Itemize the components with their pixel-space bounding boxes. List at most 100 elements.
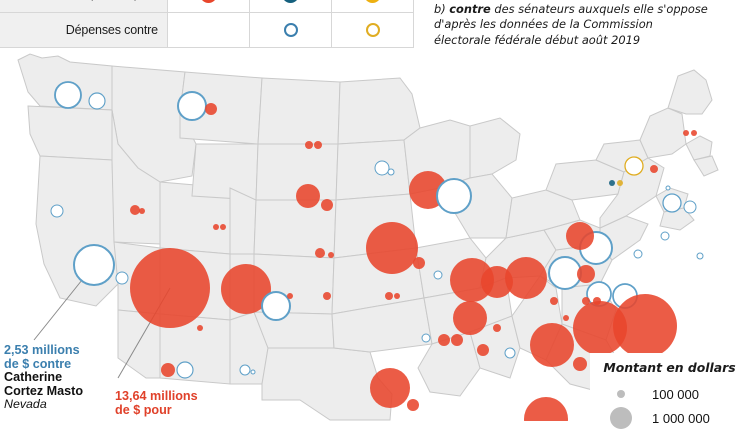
bubble-spending-for xyxy=(477,344,489,356)
bubble-spending-for xyxy=(566,222,594,250)
bubble-spending-for xyxy=(139,208,145,214)
bubble-spending-for xyxy=(394,293,400,299)
usa-bubble-map xyxy=(17,53,719,421)
legend-dot-red-filled xyxy=(200,0,217,3)
bubble-spending-against xyxy=(433,270,443,280)
legend-ring-blue xyxy=(249,11,332,48)
bubble-spending-against xyxy=(696,252,704,260)
bubble-spending-for xyxy=(577,265,595,283)
bubble-spending-for xyxy=(683,130,689,136)
annotation-left-name-line1: Catherine xyxy=(4,370,63,384)
bubble-spending-against xyxy=(633,249,643,259)
bubble-spending-for xyxy=(563,315,569,321)
note-line-d: électorale fédérale début août 2019 xyxy=(434,32,641,47)
bubble-spending-for xyxy=(573,301,627,355)
legend-dot-blue-filled xyxy=(249,0,332,13)
bubble-spending-against xyxy=(88,92,106,110)
annotation-left-state: Nevada xyxy=(4,397,47,411)
amount-legend-bubble xyxy=(590,390,652,398)
bubble-spending-against xyxy=(374,160,390,176)
bubble-spending-for xyxy=(450,258,494,302)
methodology-note: a) pour des sénateurs qu'elle soutient b… xyxy=(434,0,749,49)
note-line-b-suffix: des sénateurs auxquels elle s'oppose xyxy=(490,1,708,16)
bubble-spending-for xyxy=(366,222,418,274)
bubble-spending-for xyxy=(493,324,501,332)
bubble-spending-for xyxy=(691,130,697,136)
legend-ring-gold xyxy=(365,22,380,37)
amount-legend-value: 1 000 000 xyxy=(652,410,710,426)
bubble-spending-against xyxy=(177,91,207,121)
bubble-spending-for xyxy=(130,248,210,328)
bubble-spending-for xyxy=(314,141,322,149)
annotation-left-name-line2: Cortez Masto xyxy=(4,383,84,398)
bubble-spending-for xyxy=(323,292,331,300)
bubble-spending-for xyxy=(205,103,217,115)
annotation-nevada-for: 13,64 millions de $ pour xyxy=(115,389,230,417)
bubble-spending-for xyxy=(305,141,313,149)
bubble-spending-against xyxy=(50,204,64,218)
bubble-spending-against xyxy=(73,244,115,286)
bubble-spending-against xyxy=(261,291,291,321)
legend-row-label: Dépenses pour xyxy=(0,0,168,13)
bubble-spending-against xyxy=(421,333,431,343)
note-line-b-prefix: b) xyxy=(434,1,450,16)
bubble-spending-against xyxy=(239,364,251,376)
amount-legend-value: 100 000 xyxy=(652,386,699,402)
bubble-spending-against xyxy=(54,81,82,109)
bubble-spending-for xyxy=(385,292,393,300)
bubble-spending-against xyxy=(665,185,671,191)
bubble-spending-for xyxy=(617,180,623,186)
amount-size-legend: Montant en dollars 100 000 1 000 000 xyxy=(590,353,749,429)
bubble-spending-for xyxy=(321,199,333,211)
note-line-c: d'après les données de la Commission xyxy=(434,17,653,32)
bubble-spending-against xyxy=(624,156,644,176)
bubble-spending-for xyxy=(328,252,334,258)
bubble-spending-for xyxy=(221,264,271,314)
bubble-spending-for xyxy=(524,397,568,421)
bubble-spending-for xyxy=(413,257,425,269)
bubble-spending-against xyxy=(660,231,670,241)
legend-row-label: Dépenses contre xyxy=(0,11,168,48)
bubble-spending-for xyxy=(130,205,140,215)
bubble-spending-against xyxy=(115,271,129,285)
bubble-spending-for xyxy=(505,257,547,299)
legend-dot-gold-filled xyxy=(364,0,381,3)
amount-legend-bubble xyxy=(590,407,652,429)
legend-dot-blue-filled xyxy=(282,0,299,3)
legend-row: Dépenses pour xyxy=(0,0,414,13)
bubble-spending-against xyxy=(548,256,582,290)
bubble-spending-for xyxy=(161,363,175,377)
bubble-spending-for xyxy=(530,323,574,367)
amount-legend-title: Montant en dollars xyxy=(603,360,736,375)
bubble-spending-for xyxy=(315,248,325,258)
bubble-spending-for xyxy=(550,297,558,305)
annotation-right-direction: de $ pour xyxy=(115,402,172,417)
bubble-spending-for xyxy=(438,334,450,346)
bubble-spending-for xyxy=(582,297,590,305)
legend-ring-blue xyxy=(283,22,298,37)
bubble-spending-for xyxy=(287,293,293,299)
bubble-spending-for xyxy=(453,301,487,335)
bubble-layer xyxy=(50,81,704,421)
bubble-spending-for xyxy=(609,180,615,186)
bubble-spending-for xyxy=(370,368,410,408)
bubble-spending-for xyxy=(407,399,419,411)
legend-dot-gold-filled xyxy=(331,0,414,13)
bubble-spending-against xyxy=(662,193,682,213)
legend-cell-empty xyxy=(167,11,250,48)
legend-row: Dépenses contre xyxy=(0,11,414,48)
bubble-spending-for xyxy=(650,165,658,173)
note-line-b-bold: contre xyxy=(449,1,491,16)
bubble-spending-for xyxy=(573,357,587,371)
amount-legend-row: 1 000 000 xyxy=(590,406,749,430)
bubble-spending-for xyxy=(296,184,320,208)
bubble-spending-for xyxy=(220,224,226,230)
bubble-spending-for xyxy=(197,325,203,331)
bubble-spending-against xyxy=(176,361,194,379)
legend-table: Dépenses pourDépenses contre xyxy=(0,0,414,48)
bubble-spending-for xyxy=(213,224,219,230)
legend-ring-gold xyxy=(331,11,414,48)
annotation-left-amount: 2,53 millions xyxy=(4,343,80,357)
bubble-spending-for xyxy=(451,334,463,346)
bubble-spending-for xyxy=(613,294,677,358)
